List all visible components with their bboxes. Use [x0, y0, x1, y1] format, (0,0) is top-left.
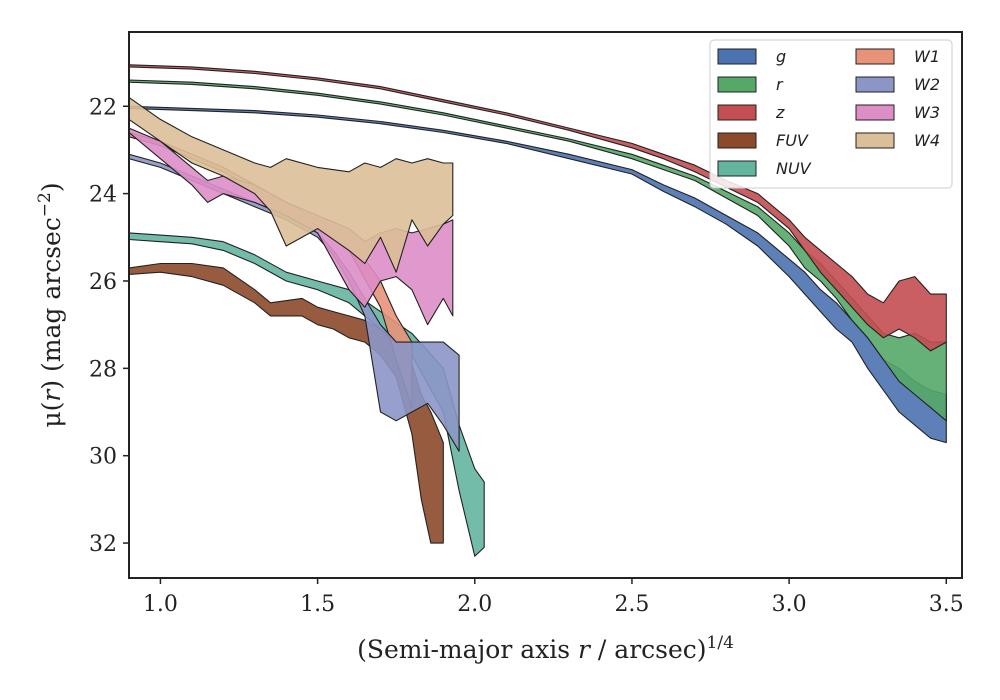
legend-swatch-w2 — [855, 76, 895, 93]
y-axis-title: μ(r) (mag arcsec−2) — [35, 182, 66, 427]
x-axis: 1.0 1.5 2.0 2.5 3.0 3.5 — [143, 578, 964, 617]
legend-swatch-r — [717, 76, 757, 93]
legend-swatch-g — [717, 48, 757, 65]
legend-label-z: z — [775, 103, 785, 122]
y-axis: 22 24 26 28 30 32 — [89, 95, 129, 557]
legend-swatch-w1 — [855, 48, 895, 65]
x-tick-label: 2.5 — [614, 592, 649, 617]
x-tick-label: 1.5 — [300, 592, 335, 617]
band-z — [129, 64, 947, 352]
band-r — [129, 79, 947, 422]
legend-swatch-fuv — [717, 132, 757, 149]
band-nuv — [129, 232, 485, 557]
plot-frame — [128, 31, 963, 579]
plot-area — [129, 64, 947, 557]
legend-swatch-z — [717, 104, 757, 121]
y-tick-label: 32 — [89, 532, 117, 557]
x-tick-label: 1.0 — [143, 592, 178, 617]
legend-label-r: r — [776, 75, 784, 94]
x-tick-label: 3.0 — [772, 592, 807, 617]
y-tick-label: 24 — [89, 183, 117, 208]
legend-label-g: g — [776, 47, 786, 66]
band-w4 — [129, 96, 454, 273]
legend-swatch-nuv — [717, 160, 757, 177]
band-fuv — [129, 262, 444, 544]
y-tick-label: 22 — [89, 95, 117, 120]
y-tick-label: 28 — [89, 357, 117, 382]
x-tick-label: 3.5 — [929, 592, 964, 617]
y-tick-label: 26 — [89, 270, 117, 295]
legend-label-fuv: FUV — [776, 131, 809, 150]
legend-label-nuv: NUV — [776, 159, 812, 178]
legend: grz FUV NUV W1 W2 W3 W4 — [709, 39, 953, 189]
legend-label-w3: W3 — [914, 103, 940, 122]
x-axis-title: (Semi-major axis r / arcsec)1/4 — [357, 633, 734, 664]
band-g — [129, 105, 947, 444]
legend-label-w4: W4 — [914, 131, 940, 150]
legend-swatch-w3 — [855, 104, 895, 121]
legend-swatch-w4 — [855, 132, 895, 149]
y-tick-label: 30 — [89, 445, 117, 470]
x-tick-label: 2.0 — [457, 592, 492, 617]
legend-label-w1: W1 — [914, 47, 940, 66]
legend-label-w2: W2 — [914, 75, 940, 94]
